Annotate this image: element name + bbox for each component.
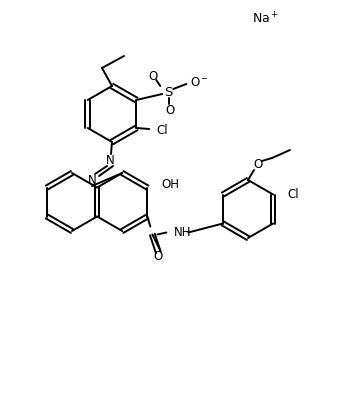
Text: O: O bbox=[149, 69, 158, 82]
Text: O: O bbox=[253, 158, 263, 171]
Text: S: S bbox=[164, 85, 172, 98]
Text: N: N bbox=[105, 154, 114, 167]
Text: O$^-$: O$^-$ bbox=[190, 76, 209, 89]
Text: O: O bbox=[166, 104, 175, 117]
Text: OH: OH bbox=[161, 178, 179, 191]
Text: Cl: Cl bbox=[156, 123, 168, 136]
Text: Cl: Cl bbox=[287, 188, 299, 201]
Text: N: N bbox=[87, 173, 96, 186]
Text: O: O bbox=[154, 250, 163, 263]
Text: NH: NH bbox=[174, 226, 192, 239]
Text: Na$^+$: Na$^+$ bbox=[252, 11, 279, 27]
